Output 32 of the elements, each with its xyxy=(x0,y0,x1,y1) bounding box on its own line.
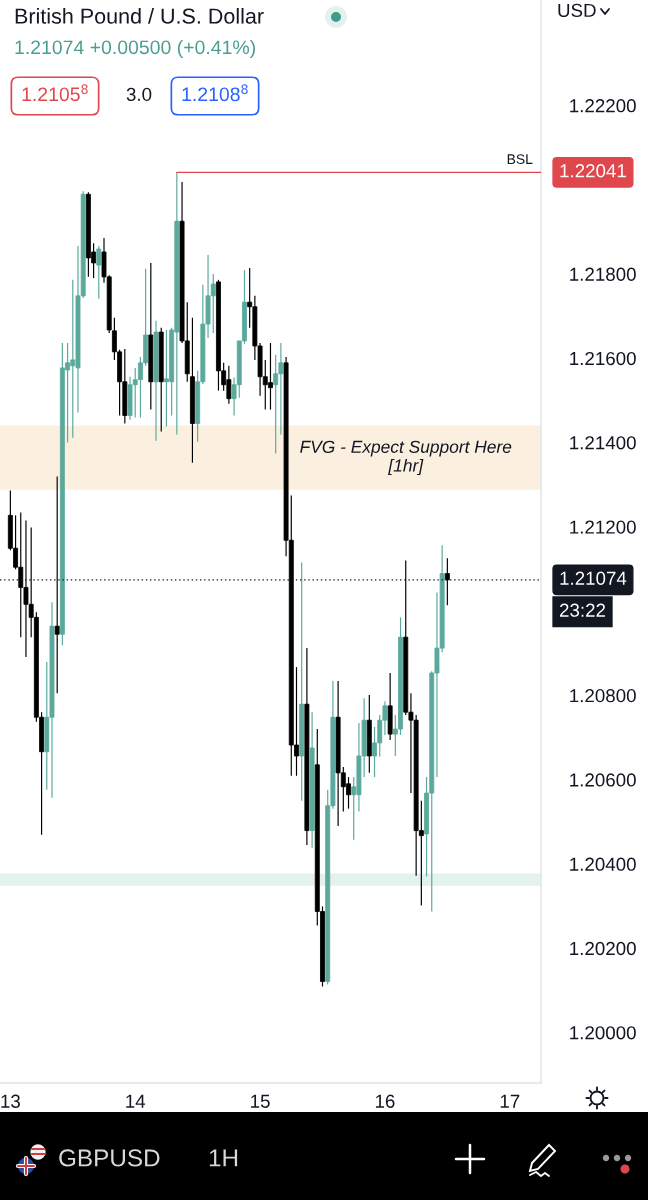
y-tick-label: 1.20200 xyxy=(570,941,636,956)
y-tick-label: 1.20600 xyxy=(570,773,636,787)
chart-title: British Pound / U.S. Dollar xyxy=(15,7,264,24)
text: 23:22 xyxy=(560,603,606,617)
x-tick-label: 15 xyxy=(251,1094,270,1108)
y-tick-label: 1.21200 xyxy=(570,520,636,534)
annotation: 3.0 xyxy=(126,87,152,102)
x-tick-label: 17 xyxy=(500,1094,520,1108)
band-label: FVG - Expect Support Here [1hr] xyxy=(300,440,512,476)
x-tick-label: 13 xyxy=(1,1094,20,1108)
x-tick-label: 16 xyxy=(375,1094,395,1108)
text: USD xyxy=(558,3,596,18)
y-tick-label: 1.20000 xyxy=(570,1026,636,1040)
candlestick xyxy=(444,557,450,606)
candlestick xyxy=(273,354,279,455)
text: 1.21074 +0.00500 (+0.41%) xyxy=(15,39,255,59)
candlestick xyxy=(54,476,60,694)
text: GBPUSD xyxy=(59,1149,160,1167)
candlestick xyxy=(96,245,102,300)
y-tick-label: 1.21600 xyxy=(570,351,636,366)
y-tick-label: 1.21800 xyxy=(570,267,636,281)
y-tick-label: 1.22200 xyxy=(570,99,636,113)
y-tick-label: 1.20800 xyxy=(570,689,636,703)
ref-line-label: BSL xyxy=(507,154,533,165)
annotation: 1.2108$^{8}$ xyxy=(182,84,248,102)
text: 1.21074 xyxy=(560,571,627,585)
text: 1.22041 xyxy=(560,164,626,178)
y-tick-label: 1.20400 xyxy=(570,857,636,871)
x-tick-label: 14 xyxy=(126,1094,146,1108)
y-tick-label: 1.21400 xyxy=(570,436,636,450)
text: 1H xyxy=(209,1149,238,1167)
annotation: 1.2105$^{8}$ xyxy=(22,84,88,102)
